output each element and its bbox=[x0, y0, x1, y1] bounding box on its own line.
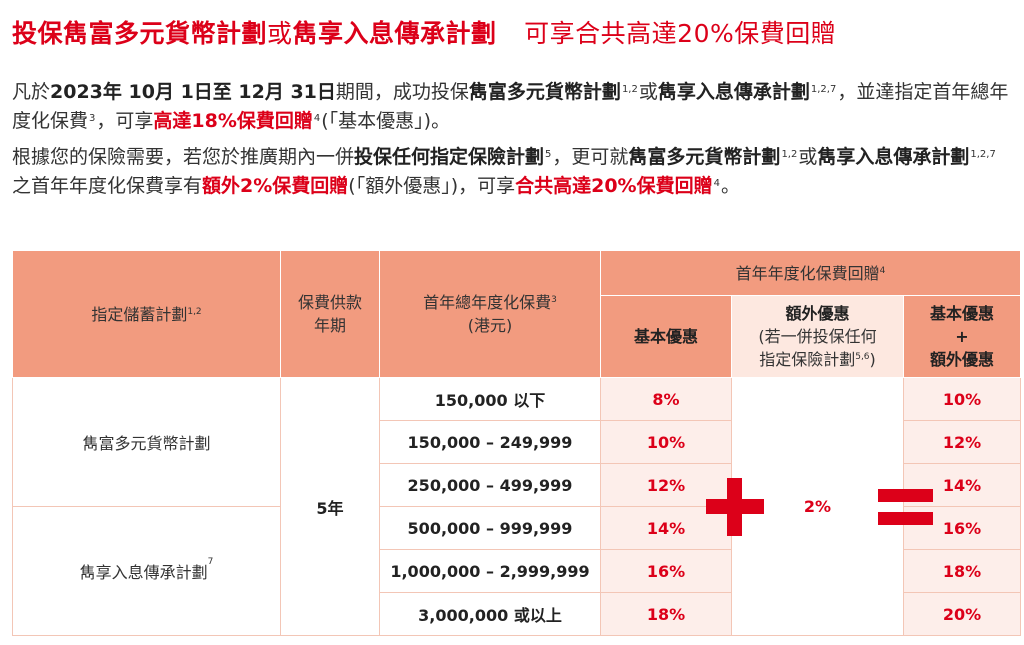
plan-name: 雋富多元貨幣計劃 bbox=[82, 434, 211, 453]
table-row: 3,000,000 或以上 18% 20% bbox=[13, 592, 1021, 636]
total-rebate: 10% bbox=[903, 377, 1021, 421]
table-row: 1,000,000 – 2,999,999 16% 18% bbox=[13, 549, 1021, 593]
basic-rebate: 16% bbox=[600, 549, 732, 593]
premium-range: 250,000 – 499,999 bbox=[379, 463, 601, 507]
header-text: 保費供款 bbox=[297, 293, 362, 312]
text: 期間，成功投保 bbox=[335, 81, 469, 103]
title-offer: 可享合共高達20%保費回贈 bbox=[524, 19, 837, 48]
table-row: 雋享入息傳承計劃7 500,000 – 999,999 14% 16% bbox=[12, 506, 1021, 636]
total-rebate: 18% bbox=[903, 549, 1021, 593]
header-text: 首年總年度化保費 bbox=[423, 293, 552, 312]
table-row: 雋富多元貨幣計劃 5年 150,000 以下 8% 2% 10% bbox=[12, 377, 1021, 636]
header-text: 額外優惠 bbox=[929, 350, 994, 369]
footnote-ref: 4 bbox=[313, 113, 321, 124]
header-premium: 首年總年度化保費3 (港元) bbox=[379, 250, 601, 378]
plan-name: 雋享入息傳承計劃 bbox=[817, 146, 970, 168]
plan-name: 雋富多元貨幣計劃 bbox=[628, 146, 781, 168]
term-value: 5年 bbox=[316, 498, 344, 518]
footnote-ref: 3 bbox=[551, 295, 557, 305]
plus-icon-bar bbox=[706, 499, 764, 514]
extra-rebate-highlight: 額外2%保費回贈 bbox=[202, 175, 349, 197]
premium-range: 3,000,000 或以上 bbox=[379, 592, 601, 636]
table-row: 150,000 – 249,999 10% 12% bbox=[13, 420, 1021, 464]
header-plan: 指定儲蓄計劃1,2 bbox=[12, 250, 281, 378]
extra-offer-paragraph: 根據您的保險需要，若您於推廣期內一併投保任何指定保險計劃5，更可就雋富多元貨幣計… bbox=[12, 143, 1012, 201]
page-title: 投保雋富多元貨幣計劃或雋享入息傳承計劃 可享合共高達20%保費回贈 bbox=[12, 14, 1012, 54]
text: (「基本優惠」)。 bbox=[321, 110, 451, 132]
plan-name: 雋享入息傳承計劃 bbox=[657, 81, 810, 103]
footnote-ref: 5 bbox=[545, 149, 552, 160]
header-term: 保費供款 年期 bbox=[280, 250, 380, 378]
text: 根據您的保險需要，若您於推廣期內一併 bbox=[12, 146, 355, 168]
title-plan1: 投保雋富多元貨幣計劃 bbox=[12, 19, 268, 48]
header-total: 基本優惠 + 額外優惠 bbox=[903, 295, 1021, 378]
footnote-ref: 1,2 bbox=[187, 306, 202, 317]
header-text: 基本優惠 bbox=[929, 304, 994, 323]
premium-range: 500,000 – 999,999 bbox=[379, 506, 601, 550]
plan-cell: 雋享入息傳承計劃7 bbox=[12, 506, 281, 636]
basic-rebate: 18% bbox=[600, 592, 732, 636]
extra-rebate: 2% bbox=[731, 377, 904, 636]
header-rebate-group: 首年年度化保費回贈4 bbox=[600, 250, 1021, 296]
footnote-ref: 1,2,7 bbox=[810, 84, 837, 95]
header-extra: 額外優惠 (若一併投保任何 指定保險計劃5,6) bbox=[731, 295, 904, 378]
total-rebate-highlight: 合共高達20%保費回贈 bbox=[515, 175, 713, 197]
header-text: 年期 bbox=[313, 316, 346, 335]
footnote-ref: 1,2 bbox=[621, 84, 638, 95]
footnote-ref: 5,6 bbox=[855, 352, 870, 362]
header-text: 指定保險計劃 bbox=[759, 350, 856, 369]
text: ，更可就 bbox=[552, 146, 629, 168]
text: (「額外優惠」)，可享 bbox=[348, 175, 516, 197]
text: 之首年年度化保費享有 bbox=[12, 175, 203, 197]
premium-range: 150,000 – 249,999 bbox=[379, 420, 601, 464]
header-text: 指定儲蓄計劃 bbox=[91, 304, 188, 324]
total-rebate: 12% bbox=[903, 420, 1021, 464]
premium-range: 150,000 以下 bbox=[379, 377, 601, 421]
premium-range: 1,000,000 – 2,999,999 bbox=[379, 549, 601, 593]
text: ，並達指定首年總年度化保費 bbox=[12, 81, 1009, 132]
intro-paragraph: 凡於2023年 10月 1日至 12月 31日期間，成功投保雋富多元貨幣計劃1,… bbox=[12, 78, 1012, 136]
text: 或 bbox=[638, 81, 658, 103]
footnote-ref: 1,2,7 bbox=[970, 149, 996, 160]
title-plan2: 雋享入息傳承計劃 bbox=[292, 19, 497, 48]
basic-rebate: 8% bbox=[600, 377, 732, 421]
text: 凡於 bbox=[12, 81, 51, 103]
header-text: 首年年度化保費回贈 bbox=[735, 263, 880, 283]
footnote-ref: 3 bbox=[89, 113, 96, 124]
header-text: ) bbox=[869, 350, 876, 369]
header-text: 基本優惠 bbox=[633, 327, 698, 346]
equals-icon bbox=[878, 489, 933, 502]
rebate-table: 指定儲蓄計劃1,2 保費供款年期 首年總年度化保費3 (港元) 首年年度化保費回贈… bbox=[12, 250, 1021, 636]
header-text: (若一併投保任何 bbox=[758, 327, 877, 346]
header-text: (港元) bbox=[467, 316, 513, 335]
title-or: 或 bbox=[267, 19, 293, 48]
header-basic: 基本優惠 bbox=[600, 295, 732, 378]
promo-period: 2023年 10月 1日至 12月 31日 bbox=[50, 81, 336, 103]
plan-cell: 雋富多元貨幣計劃 bbox=[12, 377, 281, 507]
bold-text: 投保任何指定保險計劃 bbox=[354, 146, 545, 168]
term-cell: 5年 bbox=[280, 377, 380, 636]
rebate-highlight: 高達18%保費回贈 bbox=[153, 110, 313, 132]
footnote-ref: 1,2 bbox=[781, 149, 798, 160]
text: ，可享 bbox=[96, 110, 154, 132]
header-text: 額外優惠 bbox=[785, 304, 850, 323]
text: 。 bbox=[720, 175, 740, 197]
total-rebate: 20% bbox=[903, 592, 1021, 636]
table-row: 250,000 – 499,999 12% 14% bbox=[13, 463, 1021, 507]
plan-name: 雋享入息傳承計劃 bbox=[79, 563, 208, 582]
footnote-ref: 4 bbox=[713, 178, 720, 189]
footnote-ref: 4 bbox=[879, 265, 886, 276]
header-text: + bbox=[955, 327, 969, 346]
footnote-ref: 7 bbox=[207, 557, 214, 567]
plan-name: 雋富多元貨幣計劃 bbox=[468, 81, 621, 103]
equals-icon-bar bbox=[878, 512, 933, 525]
text: 或 bbox=[798, 146, 818, 168]
basic-rebate: 10% bbox=[600, 420, 732, 464]
